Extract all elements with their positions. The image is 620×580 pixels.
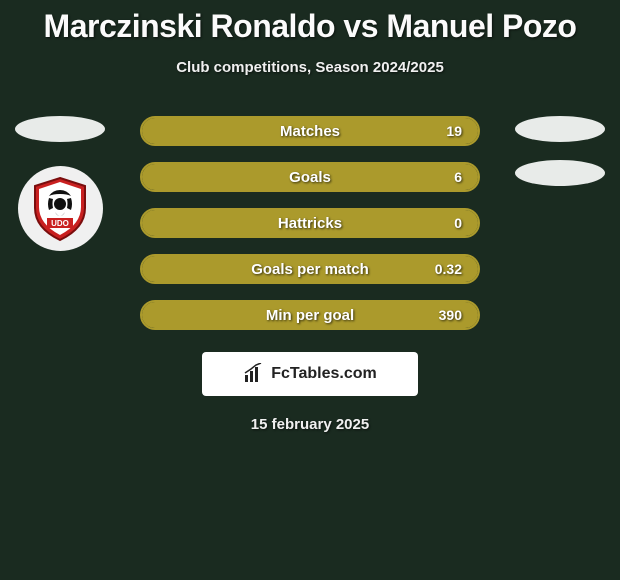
svg-text:UDO: UDO <box>51 219 69 228</box>
club-crest-icon: UDO <box>25 174 95 244</box>
stat-bar-goals-per-match: Goals per match 0.32 <box>140 254 480 284</box>
left-player-column: UDO <box>0 116 120 251</box>
infographic-container: Marczinski Ronaldo vs Manuel Pozo Club c… <box>0 0 620 433</box>
right-player-column <box>500 116 620 186</box>
season-subtitle: Club competitions, Season 2024/2025 <box>176 59 444 76</box>
stat-label: Min per goal <box>266 307 354 324</box>
club-right-placeholder <box>515 160 605 186</box>
stat-bar-hattricks: Hattricks 0 <box>140 208 480 238</box>
player-left-placeholder <box>15 116 105 142</box>
attribution-text: FcTables.com <box>271 365 377 383</box>
comparison-title: Marczinski Ronaldo vs Manuel Pozo <box>44 8 577 45</box>
main-row: UDO Matches 19 Goals 6 Hattricks 0 <box>0 116 620 330</box>
snapshot-date: 15 february 2025 <box>251 416 369 433</box>
stat-label: Goals per match <box>251 261 369 278</box>
stat-value: 19 <box>446 123 462 139</box>
stat-value: 6 <box>454 169 462 185</box>
stat-bar-goals: Goals 6 <box>140 162 480 192</box>
player-right-placeholder <box>515 116 605 142</box>
chart-icon <box>243 363 265 385</box>
stat-value: 0 <box>454 215 462 231</box>
stat-label: Goals <box>289 169 331 186</box>
attribution-badge: FcTables.com <box>202 352 418 396</box>
stat-label: Hattricks <box>278 215 342 232</box>
stat-bar-min-per-goal: Min per goal 390 <box>140 300 480 330</box>
stat-value: 390 <box>439 307 462 323</box>
stat-value: 0.32 <box>435 261 462 277</box>
stats-column: Matches 19 Goals 6 Hattricks 0 Goals per… <box>120 116 500 330</box>
stat-label: Matches <box>280 123 340 140</box>
stat-bar-matches: Matches 19 <box>140 116 480 146</box>
club-badge-left: UDO <box>18 166 103 251</box>
